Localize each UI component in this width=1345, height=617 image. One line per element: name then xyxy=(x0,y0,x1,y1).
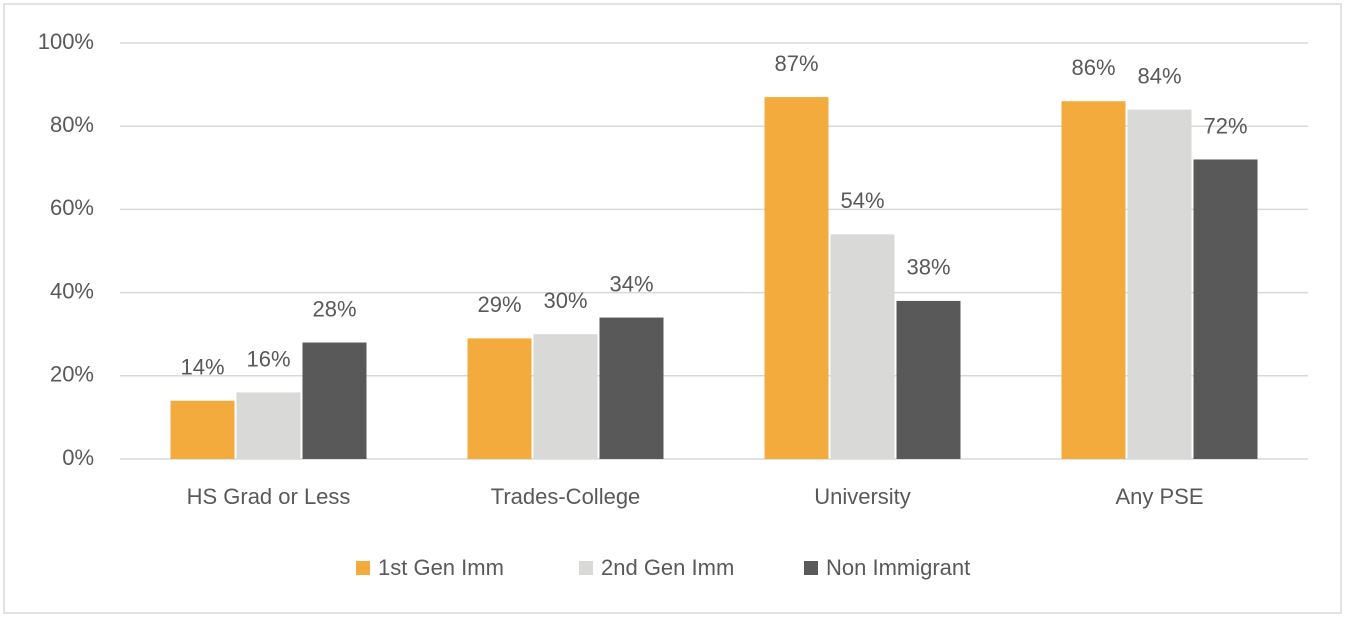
bar xyxy=(302,342,367,459)
y-tick-label: 80% xyxy=(50,112,94,137)
x-tick-label: Trades-College xyxy=(491,484,641,509)
bar xyxy=(764,97,829,459)
legend-swatch xyxy=(356,561,370,575)
legend-swatch xyxy=(804,561,818,575)
x-tick-label: HS Grad or Less xyxy=(187,484,351,509)
data-label: 38% xyxy=(906,255,950,280)
y-tick-label: 40% xyxy=(50,278,94,303)
bar xyxy=(533,334,598,459)
data-label: 29% xyxy=(477,292,521,317)
y-tick-label: 0% xyxy=(62,445,94,470)
bar xyxy=(1127,109,1192,459)
bar xyxy=(467,338,532,459)
x-tick-label: Any PSE xyxy=(1115,484,1203,509)
data-label: 84% xyxy=(1137,63,1181,88)
data-label: 86% xyxy=(1071,55,1115,80)
bar xyxy=(599,317,664,459)
bar xyxy=(1061,101,1126,460)
data-label: 54% xyxy=(840,188,884,213)
y-tick-label: 20% xyxy=(50,362,94,387)
data-label: 87% xyxy=(774,51,818,76)
legend-label: Non Immigrant xyxy=(826,555,970,580)
data-label: 72% xyxy=(1203,113,1247,138)
legend-swatch xyxy=(579,561,593,575)
x-tick-label: University xyxy=(814,484,911,509)
bar xyxy=(896,300,961,459)
bar xyxy=(830,234,895,459)
y-tick-label: 100% xyxy=(38,29,94,54)
bar xyxy=(170,400,235,459)
data-label: 28% xyxy=(312,296,356,321)
data-label: 30% xyxy=(543,288,587,313)
data-label: 16% xyxy=(246,346,290,371)
legend-label: 2nd Gen Imm xyxy=(601,555,734,580)
legend-label: 1st Gen Imm xyxy=(378,555,504,580)
data-label: 14% xyxy=(180,355,224,380)
y-tick-label: 60% xyxy=(50,195,94,220)
data-label: 34% xyxy=(609,271,653,296)
bar xyxy=(236,392,301,459)
bar xyxy=(1193,159,1258,460)
